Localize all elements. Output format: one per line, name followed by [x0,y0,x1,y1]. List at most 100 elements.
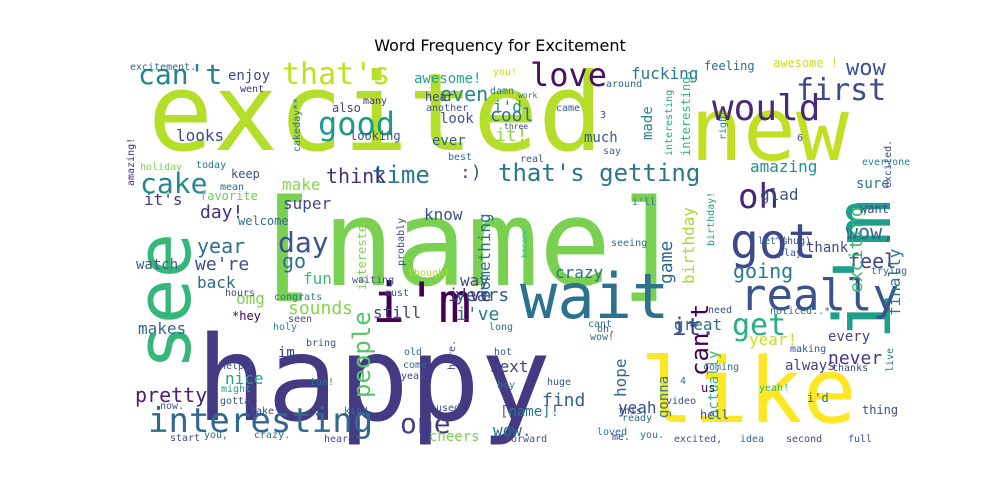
word-97: went [240,84,264,95]
word-165: gotta [220,396,250,407]
word-144: making [790,344,826,355]
word-150: year. [401,371,431,382]
word-151: hot [494,347,512,358]
word-41: it! [495,125,528,146]
word-100: mean [220,182,244,193]
word-83: want [860,202,889,216]
word-58: know [424,205,463,224]
word-185: this. [618,406,648,417]
word-81: nice [225,369,264,388]
word-149: come [403,360,427,371]
word-54: exciting [846,206,867,293]
word-163: might [221,384,251,395]
word-85: always [785,358,836,374]
word-5: like [640,339,857,444]
word-135: holy [273,322,297,333]
word-176: forward [505,434,547,445]
word-145: thanks [832,363,868,374]
word-104: amazing! [126,138,137,186]
word-32: going [733,259,793,283]
word-124: trying [871,266,907,277]
word-47: omg [236,289,265,308]
word-127: seeing [611,238,647,249]
word-139: need [708,305,732,316]
word-93: made [640,106,656,140]
word-13: love [530,56,607,94]
word-16: good [318,105,395,143]
word-0: excited [148,51,603,176]
word-38: fucking [631,64,698,83]
word-4: see [119,233,208,370]
word-66: find [542,390,585,411]
word-141: cant [588,319,612,330]
word-94: feeling [704,59,755,73]
word-40: i've [456,304,499,325]
word-34: it. [672,313,715,341]
word-108: work [518,91,537,100]
word-60: way [460,271,489,290]
word-29: wow, [846,220,894,244]
word-80: im [278,345,295,361]
word-28: wow [846,56,886,81]
word-73: [name]! [500,404,559,420]
word-7: i'm [372,271,471,335]
word-103: excitement. [130,62,196,73]
word-33: can't [686,304,714,376]
word-134: *hey [232,309,261,323]
word-162: 2 [246,358,253,372]
word-8: i'm [819,199,909,340]
word-82: sure [856,176,890,192]
word-183: full [848,434,872,445]
word-164: too! [310,377,334,388]
word-181: idea [740,434,764,445]
word-57: super [283,194,332,213]
word-126: birthday! [706,192,717,246]
word-12: would [712,88,820,129]
word-10: really [740,270,899,321]
word-14: that's [282,57,390,92]
word-174: heard [324,434,354,445]
word-161: help [220,361,244,372]
word-86: every [828,329,870,345]
word-186: 3 [600,110,606,121]
word-11: interesting [148,401,373,441]
word-70: gonna [656,376,672,418]
word-112: best [448,152,472,163]
word-89: looking [350,129,401,143]
word-138: long [489,322,513,333]
word-191: something [475,213,494,300]
word-128: probably [396,218,407,266]
word-56: make [282,175,321,194]
word-117: interesting. [679,69,693,156]
word-44: day! [200,202,243,223]
word-76: it's [144,190,183,209]
word-39: i'd [493,97,522,116]
word-68: hope [611,358,630,397]
word-168: used [436,403,460,414]
word-146: live [885,348,896,372]
word-61: still [373,303,421,322]
word-170: now. [160,401,184,412]
word-23: time [372,161,430,189]
word-45: we're [195,254,249,275]
word-79: watch [136,257,178,273]
word-105: many [363,96,387,107]
word-42: amazing [750,157,817,176]
word-130: waiting [352,275,394,286]
word-37: cool [490,105,533,126]
word-154: video [666,396,696,407]
word-102: holiday [140,162,182,173]
word-119: excited. [883,140,894,188]
word-84: thank [806,240,849,256]
word-52: game [656,241,677,284]
chart-title: Word Frequency for Excitement [374,36,626,55]
word-21: get [732,308,786,343]
word-180: excited, [674,434,722,445]
word-123: play [778,248,802,259]
word-27: year [197,234,245,258]
word-69: yeah [618,398,657,417]
word-55: finally [885,248,904,316]
word-49: years [455,285,509,306]
word-90: look [440,111,474,127]
word-75: enjoy [228,68,270,84]
